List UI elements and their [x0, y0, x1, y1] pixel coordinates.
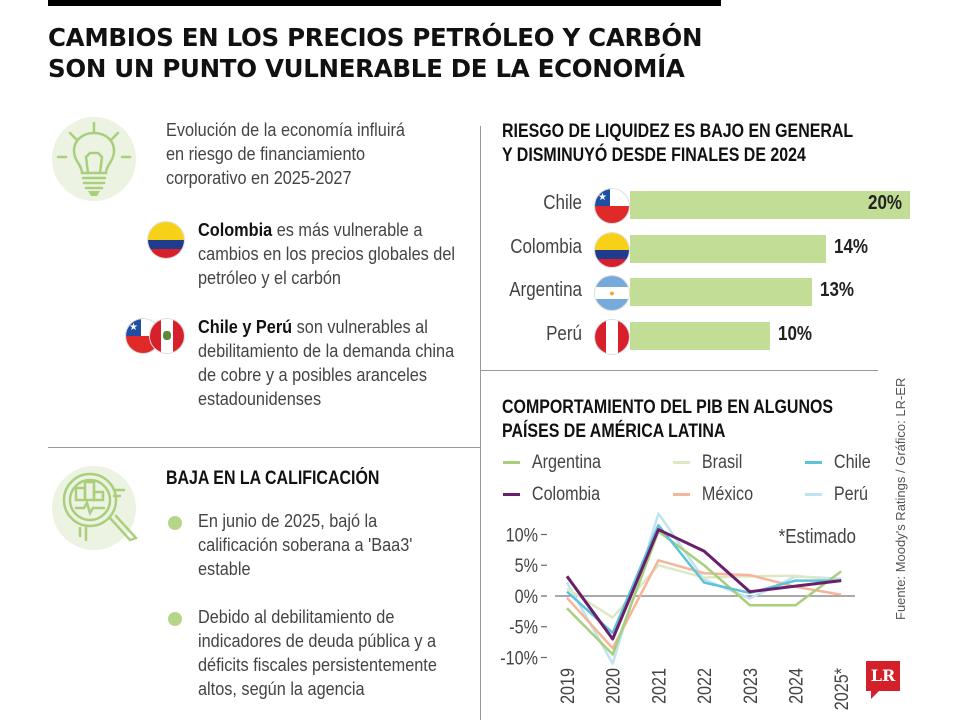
bullet-text-1: En junio de 2025, bajó la calificación s…: [198, 510, 413, 579]
bar-chile: [630, 191, 910, 219]
headline-line1: CAMBIOS EN LOS PRECIOS PETRÓLEO Y CARBÓN: [48, 23, 703, 52]
chile-peru-bold: Chile y Perú: [198, 316, 293, 337]
x-tick-label: 2024: [785, 668, 807, 704]
left-section-divider: [48, 447, 480, 448]
bullet-dot: [168, 612, 182, 626]
bar-chart-title: RIESGO DE LIQUIDEZ ES BAJO EN GENERAL Y …: [502, 120, 853, 168]
bullet-text-2: Debido al debilitamiento de indicadores …: [198, 606, 437, 699]
colombia-paragraph: Colombia es más vulnerable a cambios en …: [198, 218, 462, 290]
y-tick-label: -5%: [509, 617, 538, 639]
bar-label-colombia: Colombia: [510, 235, 582, 258]
source-credit: Fuente: Moody's Ratings / Gráfico: LR-ER: [893, 377, 908, 620]
x-tick-label: 2020: [602, 668, 624, 704]
legend-label: Brasil: [701, 452, 743, 473]
peru-flag-icon: [149, 318, 185, 354]
colombia-flag-icon: [147, 221, 185, 259]
y-tick-label: 0%: [515, 586, 539, 608]
x-tick-label: 2019: [557, 668, 579, 704]
bar-value-argentina: 13%: [820, 279, 855, 301]
chile-peru-text: son vulnerables al debilitamiento de la …: [198, 316, 455, 409]
top-rule: [48, 0, 721, 6]
bar-value-chile: 20%: [868, 192, 903, 214]
legend-item-argentina: Argentina: [503, 452, 601, 474]
bar-value-peru: 10%: [778, 322, 813, 345]
rating-section-title: BAJA EN LA CALIFICACIÓN: [166, 468, 380, 489]
legend-item-colombia: Colombia: [503, 484, 600, 506]
bar-label-argentina: Argentina: [509, 279, 582, 301]
line-chart-title-line1: COMPORTAMIENTO DEL PIB EN ALGUNOS: [502, 397, 834, 418]
x-tick-label: 2025*: [831, 668, 853, 710]
bullet-dot: [168, 516, 182, 530]
colombia-flag-icon: [594, 231, 630, 268]
intro-text: Evolución de la economía influirá en rie…: [166, 119, 405, 188]
column-divider: [480, 126, 481, 720]
chile-peru-paragraph: Chile y Perú son vulnerables al debilita…: [198, 315, 462, 411]
y-tick-label: -10%: [500, 647, 538, 669]
line-chart-title-line2: PAÍSES DE AMÉRICA LATINA: [502, 421, 726, 442]
colombia-text: es más vulnerable a cambios en los preci…: [198, 219, 456, 288]
legend-item-mexico: México: [673, 484, 753, 506]
legend-swatch: [503, 461, 520, 465]
line-chart-title: COMPORTAMIENTO DEL PIB EN ALGUNOS PAÍSES…: [502, 396, 833, 444]
peru-flag-icon: [594, 318, 630, 355]
bar-colombia: [630, 234, 826, 263]
legend-label: Argentina: [531, 452, 602, 473]
line-series-colombia: [565, 528, 842, 641]
bar-value-colombia: 14%: [834, 235, 869, 258]
lr-logo: LR: [866, 661, 900, 699]
lightbulb-icon: [52, 117, 136, 201]
bar-label-chile: Chile: [543, 192, 582, 214]
colombia-bold: Colombia: [198, 219, 273, 240]
line-series-brasil: [566, 564, 842, 619]
bar-argentina: [630, 278, 812, 306]
legend-label: Colombia: [531, 484, 601, 505]
legend-label: Perú: [833, 484, 869, 505]
y-tick-label: 10%: [506, 524, 539, 546]
chile-flag-icon: ★: [594, 188, 630, 224]
x-tick-label: 2023: [740, 668, 762, 704]
bar-chart-title-line2: Y DISMINUYÓ DESDE FINALES DE 2024: [502, 145, 806, 166]
legend-item-brasil: Brasil: [673, 452, 742, 474]
x-tick-label: 2022: [694, 668, 716, 704]
bar-chart-title-line1: RIESGO DE LIQUIDEZ ES BAJO EN GENERAL: [502, 121, 854, 142]
y-tick-label: 5%: [515, 555, 539, 577]
legend-label: Chile: [833, 452, 871, 473]
line-series-peru: [565, 512, 842, 665]
chile-flag-icon: ★: [125, 318, 161, 354]
line-series-argentina: [566, 530, 842, 656]
headline: CAMBIOS EN LOS PRECIOS PETRÓLEO Y CARBÓN…: [48, 22, 768, 84]
magnifier-chart-icon: [52, 466, 138, 550]
bar-peru: [630, 321, 770, 350]
legend-label: México: [701, 484, 754, 505]
legend-swatch: [805, 493, 822, 497]
estimate-annotation: *Estimado: [779, 525, 856, 548]
legend-swatch: [673, 461, 690, 465]
legend-swatch: [805, 461, 822, 465]
legend-swatch: [673, 493, 690, 497]
legend-item-chile: Chile: [805, 452, 871, 474]
line-series-mexico: [566, 559, 842, 650]
line-series-chile: [566, 524, 842, 635]
argentina-flag-icon: ●: [594, 275, 630, 311]
legend-swatch: [503, 493, 520, 497]
legend-item-peru: Perú: [805, 484, 868, 506]
headline-line2: SON UN PUNTO VULNERABLE DE LA ECONOMÍA: [48, 54, 685, 83]
bar-label-peru: Perú: [546, 322, 582, 345]
x-tick-label: 2021: [648, 668, 670, 704]
right-section-divider: [480, 370, 878, 371]
